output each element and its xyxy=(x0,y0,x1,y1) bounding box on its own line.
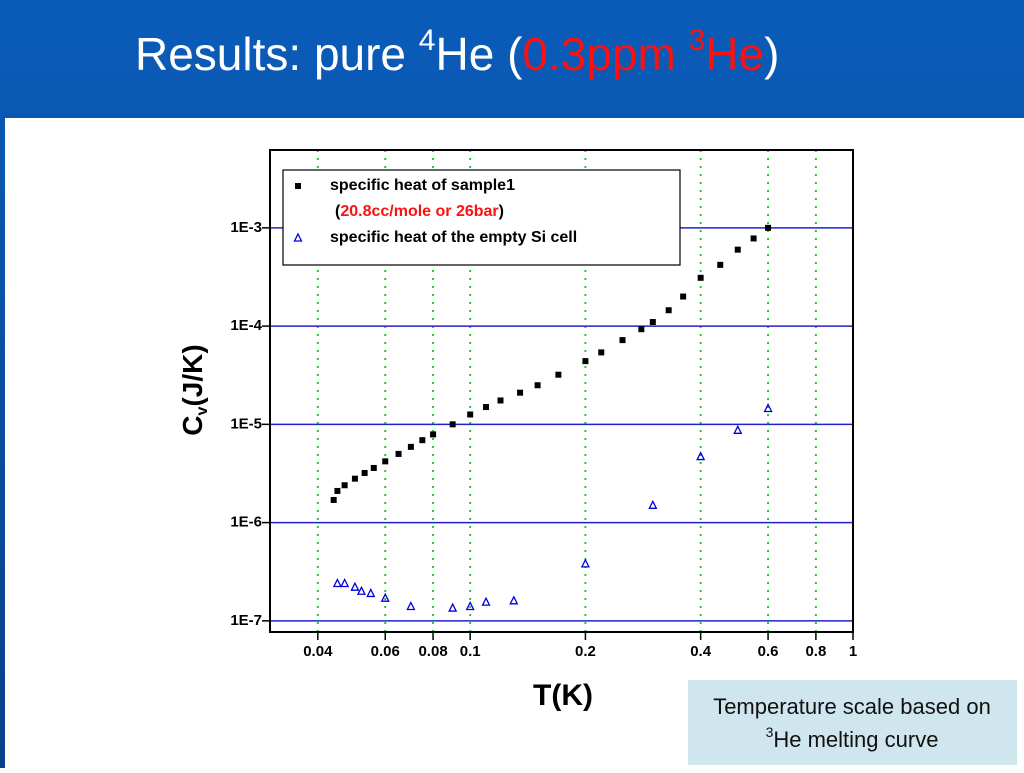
data-point xyxy=(330,496,337,503)
data-point xyxy=(406,601,416,611)
title-part: ) xyxy=(764,28,779,80)
data-point xyxy=(351,475,358,482)
data-point xyxy=(350,581,360,591)
y-tick-label: 1E-5 xyxy=(230,415,262,432)
title-sup: 4 xyxy=(419,24,436,57)
x-tick-label: 0.8 xyxy=(805,643,826,660)
data-point xyxy=(380,592,390,602)
x-tick-label: 0.1 xyxy=(460,643,481,660)
data-point xyxy=(449,421,456,428)
data-point xyxy=(382,458,389,465)
note-text: 3He melting curve xyxy=(766,724,939,752)
data-point xyxy=(765,224,772,231)
note-box xyxy=(688,680,1017,765)
y-tick-label: 1E-3 xyxy=(230,219,262,236)
x-axis-label: T(K) xyxy=(533,679,593,712)
x-tick-label: 0.6 xyxy=(758,643,779,660)
data-point xyxy=(419,437,426,444)
x-tick-label: 0.08 xyxy=(418,643,447,660)
data-point xyxy=(481,596,491,606)
data-point xyxy=(619,337,626,344)
data-point xyxy=(555,371,562,378)
data-point xyxy=(598,349,605,356)
data-point xyxy=(665,307,672,314)
data-point xyxy=(649,319,656,326)
data-point xyxy=(734,246,741,253)
legend-label: specific heat of the empty Si cell xyxy=(330,229,577,246)
y-tick-label: 1E-7 xyxy=(230,612,262,629)
data-point xyxy=(648,499,658,509)
data-point xyxy=(370,464,377,471)
title-sup: 3 xyxy=(689,24,706,57)
data-point xyxy=(340,578,350,588)
data-point xyxy=(467,411,474,418)
data-point xyxy=(517,389,524,396)
data-point xyxy=(356,585,367,595)
data-point xyxy=(497,397,504,404)
data-point xyxy=(361,469,368,476)
legend-note-part: ( xyxy=(335,203,341,220)
legend-note: (20.8cc/mole or 26bar) xyxy=(335,203,504,220)
title-highlight: 0.3ppm xyxy=(522,28,688,80)
legend-note-part: 20.8cc/mole or 26bar xyxy=(340,203,498,220)
data-point xyxy=(697,274,704,281)
data-point xyxy=(750,235,757,242)
data-point xyxy=(580,558,590,568)
data-point xyxy=(332,578,342,588)
data-point xyxy=(638,326,645,333)
data-point xyxy=(483,404,490,411)
data-point xyxy=(448,602,458,612)
note-part: He melting curve xyxy=(773,727,938,752)
data-point xyxy=(717,261,724,268)
legend-swatch xyxy=(293,232,303,242)
data-point xyxy=(696,451,706,461)
data-point xyxy=(334,487,341,494)
y-label-part: C xyxy=(177,415,208,435)
legend-box xyxy=(282,169,681,266)
data-point xyxy=(366,588,376,598)
note-text: Temperature scale based on xyxy=(713,694,991,719)
title-part: He ( xyxy=(435,28,523,80)
slide-title: Results: pure 4He (0.3ppm 3He) xyxy=(135,24,779,80)
x-tick-label: 0.04 xyxy=(303,643,333,660)
data-point xyxy=(430,431,437,438)
data-point xyxy=(465,601,475,611)
plot-frame xyxy=(269,149,854,633)
x-tick-label: 0.2 xyxy=(575,643,596,660)
data-point xyxy=(680,293,687,300)
legend-note-part: ) xyxy=(499,203,504,220)
y-label-part: (J/K) xyxy=(177,344,208,406)
title-highlight: He xyxy=(705,28,764,80)
x-tick-label: 0.4 xyxy=(690,643,712,660)
y-label-sub: v xyxy=(194,406,211,415)
data-point xyxy=(509,595,519,605)
x-tick-label: 1 xyxy=(849,643,857,660)
y-tick-label: 1E-4 xyxy=(230,317,262,334)
note-sup: 3 xyxy=(766,724,774,740)
data-point xyxy=(582,358,589,365)
legend: specific heat of sample1 specific heat of… xyxy=(282,169,681,266)
y-axis-label: Cv(J/K) xyxy=(177,344,211,435)
title-part: Results: pure xyxy=(135,28,419,80)
legend-swatch xyxy=(295,183,301,189)
x-tick-label: 0.06 xyxy=(371,643,400,660)
data-point xyxy=(733,424,743,434)
legend-label: specific heat of sample1 xyxy=(330,177,515,194)
data-point xyxy=(763,403,773,413)
data-point xyxy=(341,482,348,489)
data-point xyxy=(395,450,402,457)
y-tick-label: 1E-6 xyxy=(230,514,262,531)
data-point xyxy=(407,443,414,450)
data-point xyxy=(534,382,541,389)
